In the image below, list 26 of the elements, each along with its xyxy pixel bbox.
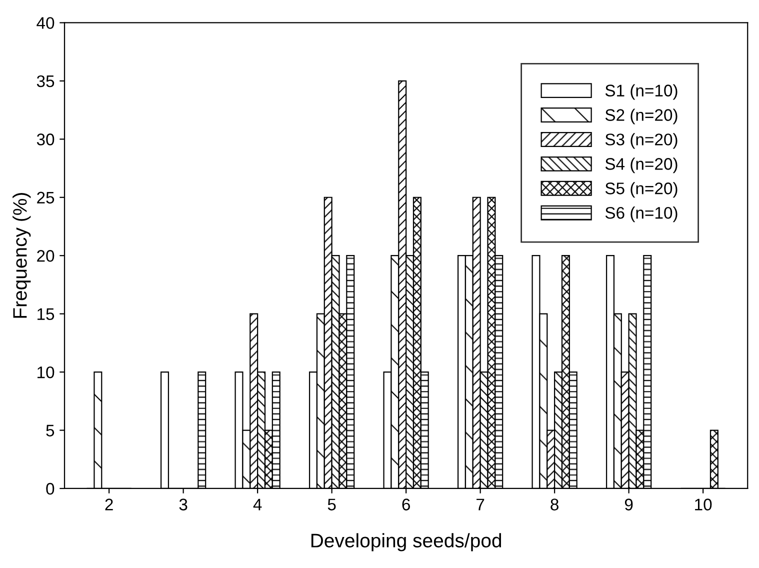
y-axis-title: Frequency (%) — [12, 193, 31, 318]
legend-label: S1 (n=10) — [605, 84, 678, 100]
x-tick-label: 8 — [550, 498, 558, 510]
y-tick-label: 30 — [36, 134, 54, 146]
y-tick-label: 5 — [46, 424, 54, 436]
legend-label: S5 (n=20) — [605, 182, 678, 198]
x-tick-label: 10 — [695, 498, 712, 510]
x-tick-label: 5 — [328, 498, 336, 510]
x-tick-label: 3 — [179, 498, 188, 510]
legend-label: S3 (n=20) — [605, 133, 678, 149]
legend-label: S4 (n=20) — [605, 158, 678, 174]
legend-label: S2 (n=20) — [605, 108, 678, 124]
legend-label: S6 (n=10) — [605, 206, 678, 222]
y-tick-label: 40 — [36, 17, 54, 29]
y-tick-label: 25 — [37, 192, 54, 204]
x-tick-label: 2 — [105, 498, 113, 510]
x-axis-title: Developing seeds/pod — [311, 533, 502, 552]
x-tick-label: 4 — [253, 498, 262, 510]
x-tick-label: 7 — [476, 498, 484, 510]
x-tick-label: 9 — [624, 498, 633, 510]
y-tick-label: 10 — [38, 366, 54, 378]
y-tick-label: 35 — [36, 75, 54, 88]
y-tick-label: 0 — [46, 482, 54, 495]
y-tick-label: 20 — [37, 250, 54, 262]
x-tick-label: 6 — [402, 498, 410, 510]
y-tick-label: 15 — [38, 308, 54, 320]
